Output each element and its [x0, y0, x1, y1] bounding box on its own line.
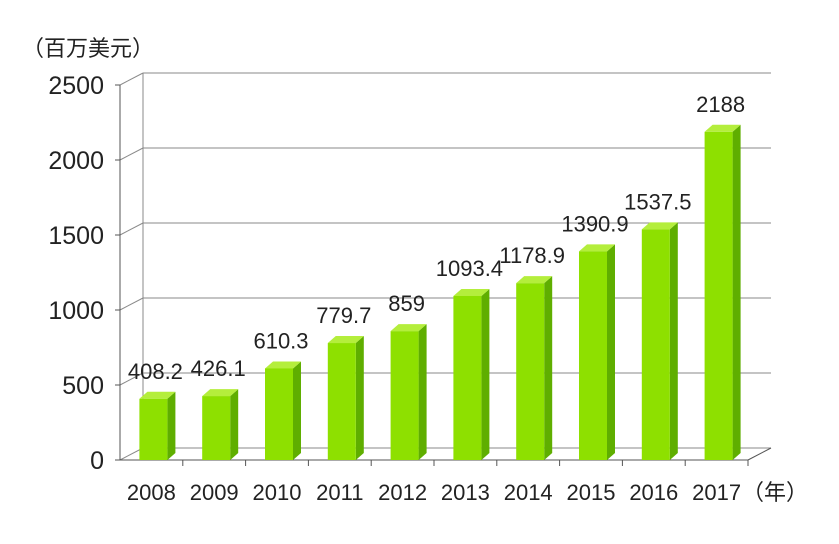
bar-top: [704, 124, 741, 132]
x-tick-label: 2008: [127, 480, 176, 505]
bar: [641, 229, 670, 460]
x-tick-label: 2011: [316, 480, 363, 505]
bar-value-label: 610.3: [253, 328, 308, 353]
x-tick-label: 2015: [567, 480, 616, 505]
bar-top: [579, 244, 615, 252]
y-unit-label: （百万美元）: [22, 36, 154, 61]
gridline-depth: [119, 297, 144, 311]
bar-top: [139, 391, 176, 399]
bar-side: [355, 336, 364, 460]
x-tick-label: 2013: [441, 480, 490, 505]
bar: [579, 251, 607, 460]
y-tick-label: 500: [62, 372, 104, 400]
bar: [453, 295, 482, 460]
y-tick-label: 1000: [48, 297, 104, 325]
gridline-depth: [119, 222, 144, 236]
bar-top: [453, 288, 490, 296]
bar-side: [481, 288, 490, 460]
bar-top: [202, 389, 239, 397]
y-tick-label: 0: [90, 447, 104, 475]
bar: [516, 283, 545, 460]
bar: [202, 396, 231, 460]
y-tick-label: 2500: [48, 72, 104, 100]
bar-value-label: 1390.9: [561, 211, 628, 236]
bar-side: [230, 389, 239, 460]
bar-value-label: 1178.9: [499, 243, 565, 268]
bar-side: [418, 324, 427, 460]
bar: [704, 131, 733, 461]
bar-top: [265, 361, 301, 369]
bar-value-label: 1537.5: [624, 189, 691, 214]
x-unit-label: （年）: [742, 480, 808, 505]
x-tick-label: 2014: [504, 480, 553, 505]
bar-side: [293, 361, 301, 460]
gridline-depth: [119, 447, 144, 461]
bars: [139, 124, 741, 461]
bar-side: [167, 391, 176, 460]
bar-side: [544, 276, 553, 460]
bar-top: [327, 336, 364, 344]
y-tick-labels: 0 500 1000 1500 2000 2500: [48, 72, 104, 475]
gridline-depth: [119, 72, 144, 86]
x-tick-label: 2010: [253, 480, 302, 505]
bar-value-label: 859: [388, 291, 425, 316]
bar-value-label: 1093.4: [436, 256, 503, 281]
bar: [139, 398, 168, 460]
bar-value-label: 408.2: [128, 359, 183, 384]
x-tick-label: 2012: [378, 480, 427, 505]
y-tick-label: 1500: [48, 222, 104, 250]
bar-top: [641, 222, 678, 230]
bar-top: [390, 324, 427, 332]
x-tick-labels: 2008 2009 2010 2011 2012 2013 2014 2015 2016 2017: [127, 480, 741, 505]
x-tick-label: 2017: [692, 480, 741, 505]
bar-value-label: 2188: [696, 92, 745, 117]
floor-edge: [747, 447, 772, 461]
bar-side: [732, 124, 741, 461]
bar-side: [607, 244, 615, 460]
bar-top: [516, 276, 553, 284]
bar: [265, 368, 293, 460]
bar: [390, 331, 419, 460]
bar-side: [669, 222, 678, 460]
x-tick-label: 2016: [629, 480, 678, 505]
gridline-depth: [119, 372, 144, 386]
bar: [327, 343, 356, 460]
x-tick-label: 2009: [190, 480, 239, 505]
gridline-depth: [119, 147, 144, 161]
bar-value-label: 779.7: [316, 303, 371, 328]
y-tick-label: 2000: [48, 147, 104, 175]
bar-value-label: 426.1: [191, 356, 246, 381]
